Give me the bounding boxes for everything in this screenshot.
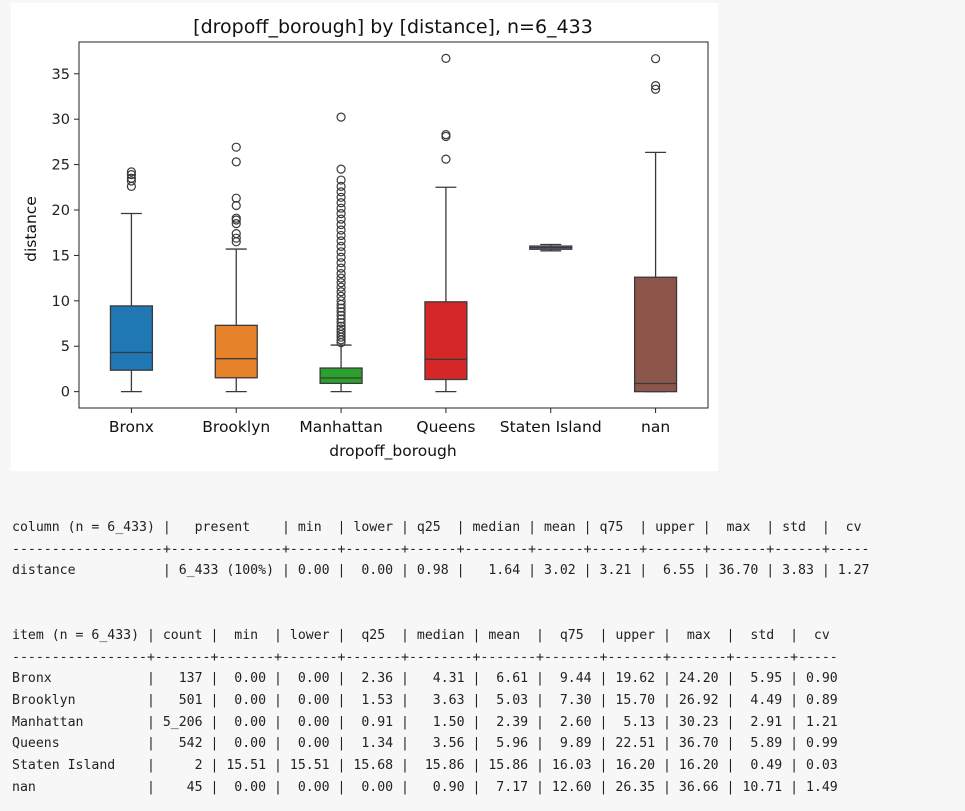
item-table: item (n = 6_433) | count | min | lower |…	[12, 625, 838, 799]
x-tick-label-nan: nan	[641, 418, 670, 436]
outlier-manhattan-9	[336, 310, 346, 320]
outlier-manhattan-5	[336, 324, 346, 334]
box-bronx	[109, 305, 154, 371]
outlier-manhattan-23	[336, 247, 346, 257]
outlier-manhattan-10	[336, 307, 346, 317]
summary-table-separator: -------------------+--------------+-----…	[12, 541, 870, 557]
box-brooklyn	[214, 324, 258, 379]
outlier-brooklyn-5	[231, 213, 241, 223]
outlier-manhattan-37	[336, 164, 346, 174]
outlier-manhattan-34	[336, 187, 346, 197]
item-table-row-staten-island: Staten Island | 2 | 15.51 | 15.51 | 15.6…	[12, 758, 838, 774]
outlier-manhattan-24	[336, 241, 346, 251]
outlier-queens-0	[441, 154, 451, 164]
y-tick-label-30: 30	[52, 112, 70, 128]
summary-table: column (n = 6_433) | present | min | low…	[12, 517, 869, 582]
box-nan	[633, 276, 678, 393]
y-tick-label-0: 0	[61, 385, 70, 401]
y-tick-label-25: 25	[52, 158, 70, 174]
summary-table-row-distance: distance | 6_433 (100%) | 0.00 | 0.00 | …	[12, 563, 870, 579]
boxplot-chart: [dropoff_borough] by [distance], n=6_433…	[22, 16, 709, 461]
outlier-manhattan-14	[336, 291, 346, 301]
outlier-queens-1	[441, 131, 451, 142]
outlier-bronx-3	[126, 169, 137, 180]
outlier-brooklyn-2	[231, 229, 241, 239]
box-manhattan	[319, 367, 363, 385]
outlier-nan-1	[650, 80, 661, 91]
outlier-manhattan-27	[336, 225, 346, 235]
outlier-manhattan-33	[336, 192, 346, 202]
outlier-manhattan-38	[336, 112, 346, 122]
outlier-manhattan-30	[336, 209, 346, 219]
boxplot-figure: [dropoff_borough] by [distance], n=6_433…	[11, 3, 718, 471]
outlier-bronx-4	[126, 167, 137, 177]
item-table-row-bronx: Bronx | 137 | 0.00 | 0.00 | 2.36 | 4.31 …	[12, 671, 838, 687]
y-tick-label-10: 10	[52, 294, 70, 310]
outlier-manhattan-25	[336, 236, 346, 246]
outlier-manhattan-18	[336, 273, 346, 283]
outlier-manhattan-11	[336, 303, 346, 313]
x-tick-label-bronx: Bronx	[109, 418, 154, 436]
y-axis-label: distance	[22, 196, 40, 262]
outlier-brooklyn-3	[231, 219, 241, 229]
outlier-brooklyn-7	[231, 193, 241, 203]
x-axis-label: dropoff_borough	[329, 442, 456, 461]
outlier-manhattan-19	[336, 268, 346, 279]
outlier-queens-3	[441, 53, 451, 63]
outlier-nan-0	[650, 84, 661, 94]
outlier-manhattan-20	[336, 263, 346, 273]
outlier-manhattan-8	[336, 314, 346, 324]
item-table-header: item (n = 6_433) | count | min | lower |…	[12, 628, 830, 643]
outlier-manhattan-13	[336, 296, 346, 306]
outlier-manhattan-22	[336, 252, 346, 262]
outlier-manhattan-29	[336, 214, 346, 224]
item-table-row-nan: nan | 45 | 0.00 | 0.00 | 0.00 | 0.90 | 7…	[12, 779, 838, 795]
outlier-manhattan-36	[336, 175, 346, 185]
summary-table-header: column (n = 6_433) | present | min | low…	[12, 520, 862, 535]
outlier-queens-2	[441, 130, 451, 140]
outlier-manhattan-21	[336, 258, 346, 268]
outlier-manhattan-26	[336, 230, 346, 241]
y-tick-label-20: 20	[52, 203, 70, 219]
x-tick-label-queens: Queens	[416, 418, 475, 436]
y-tick-label-5: 5	[61, 339, 70, 355]
y-tick-label-35: 35	[52, 67, 70, 83]
box-queens	[424, 301, 468, 381]
outlier-manhattan-32	[336, 198, 346, 208]
chart-title: [dropoff_borough] by [distance], n=6_433	[193, 16, 593, 38]
plot-area-frame	[78, 41, 709, 409]
outlier-bronx-2	[126, 173, 137, 183]
outlier-manhattan-35	[336, 181, 346, 192]
x-tick-label-staten-island: Staten Island	[500, 418, 602, 436]
x-tick-label-manhattan: Manhattan	[299, 418, 383, 436]
item-table-separator: -----------------+-------+-------+------…	[12, 649, 838, 665]
item-table-row-brooklyn: Brooklyn | 501 | 0.00 | 0.00 | 1.53 | 3.…	[12, 693, 838, 709]
outlier-brooklyn-6	[231, 200, 241, 211]
outlier-bronx-1	[126, 176, 137, 186]
item-table-row-queens: Queens | 542 | 0.00 | 0.00 | 1.34 | 3.56…	[12, 736, 838, 752]
item-table-row-manhattan: Manhattan | 5_206 | 0.00 | 0.00 | 0.91 |…	[12, 714, 838, 730]
outlier-manhattan-4	[336, 327, 346, 337]
outlier-brooklyn-9	[231, 142, 241, 152]
y-tick-label-15: 15	[52, 248, 70, 264]
outlier-nan-2	[650, 54, 661, 64]
x-tick-label-brooklyn: Brooklyn	[202, 418, 270, 436]
outlier-manhattan-17	[336, 278, 346, 288]
outlier-manhattan-7	[336, 318, 346, 328]
outlier-manhattan-31	[336, 203, 346, 213]
outlier-manhattan-16	[336, 282, 346, 292]
outlier-manhattan-15	[336, 287, 346, 297]
outlier-brooklyn-1	[231, 233, 241, 243]
outlier-manhattan-28	[336, 219, 346, 230]
outlier-manhattan-6	[336, 321, 346, 331]
outlier-brooklyn-8	[231, 157, 241, 167]
